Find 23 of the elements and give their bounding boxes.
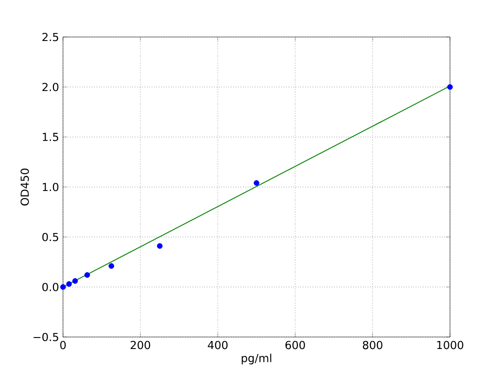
x-tick-label: 1000 [437, 340, 464, 350]
x-tick-label: 200 [130, 340, 150, 350]
x-tick-label: 600 [285, 340, 305, 350]
x-tick-label: 0 [60, 340, 66, 350]
y-tick-label: 0.5 [42, 232, 58, 242]
y-tick-label: 1.5 [42, 132, 58, 142]
x-tick-label: 800 [362, 340, 382, 350]
y-tick-label: 2.5 [42, 32, 58, 42]
y-tick-label: −0.5 [34, 332, 58, 342]
x-tick-label: 400 [208, 340, 228, 350]
y-tick-label: 0.0 [42, 282, 58, 292]
point [66, 281, 72, 287]
point [60, 284, 66, 290]
point [156, 243, 163, 249]
point [108, 263, 114, 269]
point [447, 84, 453, 90]
y-axis-title: OD450 [20, 168, 29, 206]
point [254, 180, 260, 186]
point [84, 272, 90, 278]
point [72, 278, 78, 284]
y-tick-label: 2.0 [42, 82, 58, 92]
y-tick-label: 1.0 [42, 182, 58, 192]
x-axis-title: pg/ml [242, 354, 272, 364]
